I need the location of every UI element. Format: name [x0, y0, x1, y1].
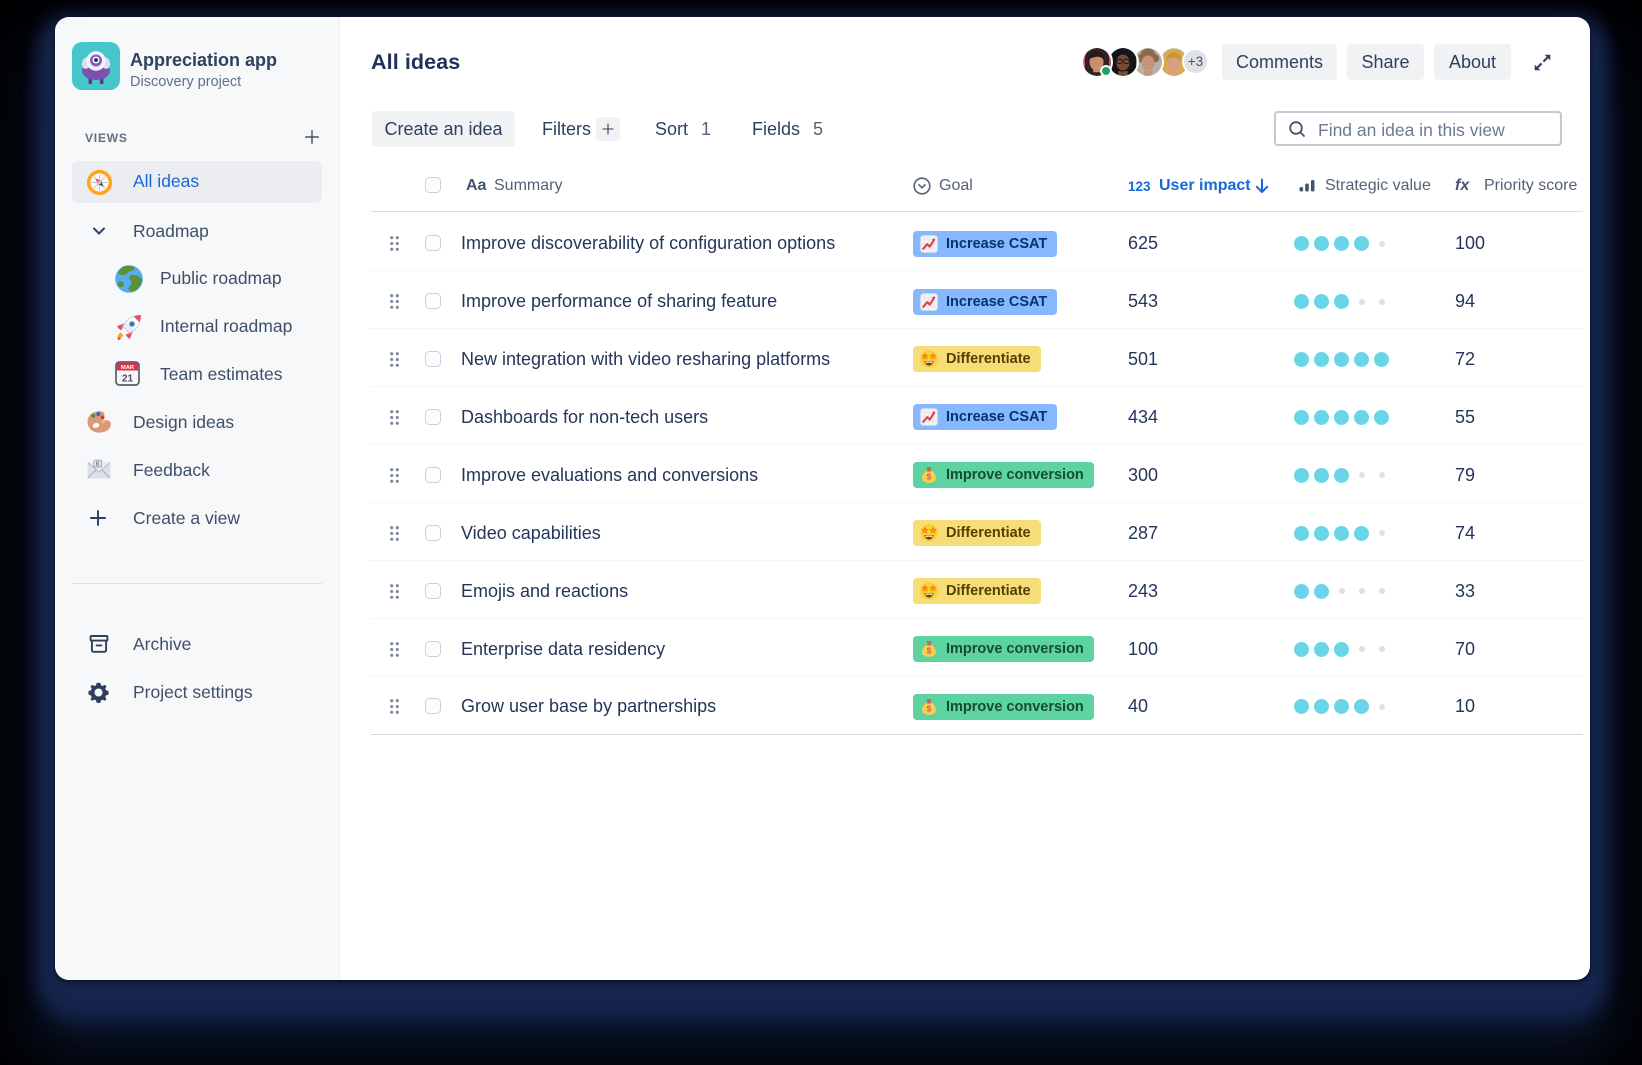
svg-text:21: 21: [122, 373, 134, 384]
svg-text:$: $: [927, 646, 932, 656]
svg-text:E: E: [96, 462, 100, 468]
svg-text:$: $: [927, 472, 932, 482]
svg-text:$: $: [927, 703, 932, 713]
svg-text:MAR: MAR: [121, 365, 135, 371]
